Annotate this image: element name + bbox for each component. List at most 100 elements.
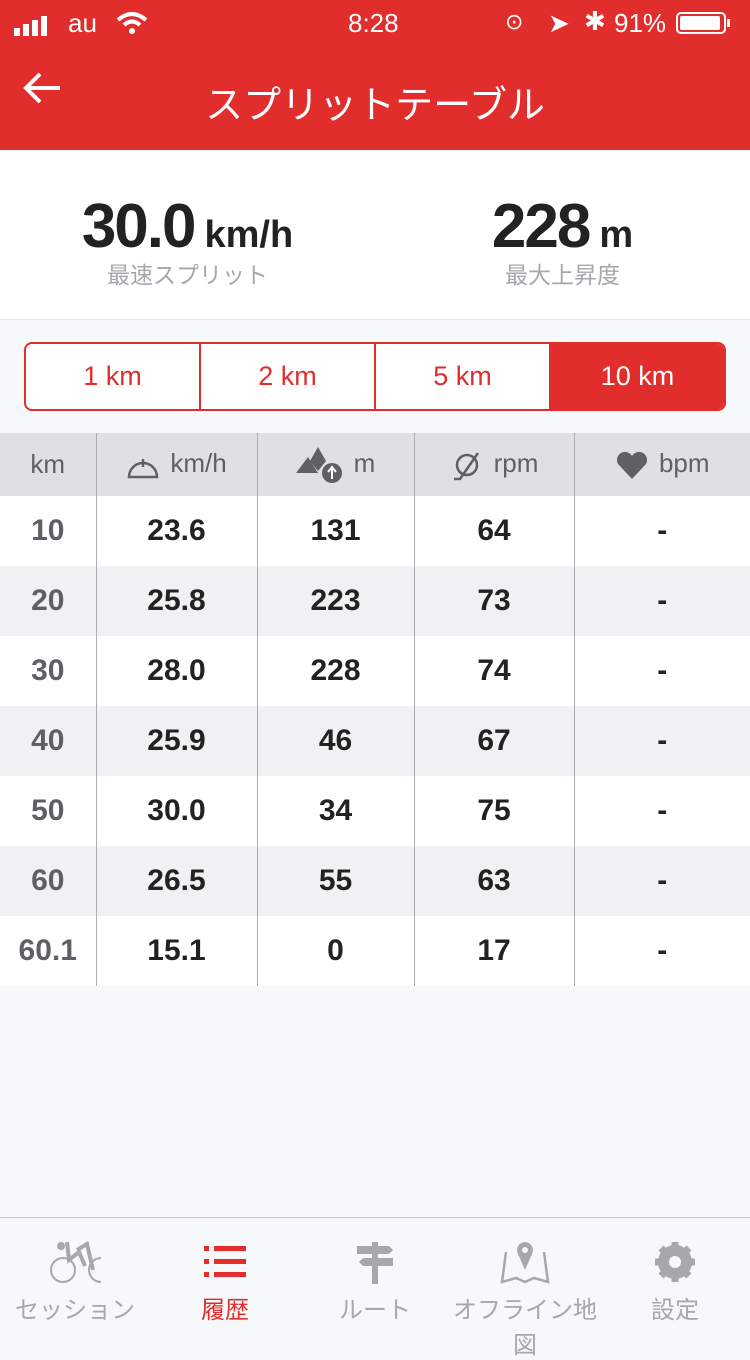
cadence-icon xyxy=(453,451,479,480)
cell-split-km: 20 xyxy=(0,566,96,636)
max-climb-stat: 228 m 最大上昇度 xyxy=(375,192,750,290)
segment-2km[interactable]: 2 km xyxy=(201,344,376,409)
cell-avg-speed: 30.0 xyxy=(95,776,257,846)
header-label: rpm xyxy=(493,448,539,479)
table-row: 60 26.5 55 63- xyxy=(0,846,750,916)
stat-label: 最速スプリット xyxy=(107,263,268,289)
cell-split-km: 40 xyxy=(0,706,96,776)
cell-cadence: 67 xyxy=(413,706,574,776)
cell-elevation: 46 xyxy=(256,706,414,776)
tab-label: ルート xyxy=(339,1296,411,1324)
clock: 8:28 xyxy=(348,8,399,38)
table-row: 30 28.0 228 74- xyxy=(0,636,750,706)
cell-cadence: 74 xyxy=(413,636,574,706)
segment-5km[interactable]: 5 km xyxy=(376,344,551,409)
cell-elevation: 223 xyxy=(256,566,414,636)
cell-avg-speed: 25.9 xyxy=(95,706,257,776)
cell-elevation: 131 xyxy=(256,496,414,566)
header-cadence: rpm xyxy=(413,433,574,496)
heart-icon xyxy=(616,451,648,479)
signpost-icon xyxy=(357,1242,393,1284)
cell-cadence: 17 xyxy=(413,916,574,986)
tab-bar: セッション 履歴 ルート オフライン地図 設定 xyxy=(0,1217,750,1359)
segment-1km[interactable]: 1 km xyxy=(26,344,201,409)
nav-bar: スプリットテーブル xyxy=(0,40,750,150)
tab-label: セッション xyxy=(15,1296,135,1324)
stat-unit: m xyxy=(599,214,634,256)
table-row: 60.1 15.1 0 17- xyxy=(0,916,750,986)
header-label: km/h xyxy=(170,448,227,479)
list-icon xyxy=(204,1246,246,1277)
cell-avg-speed: 15.1 xyxy=(95,916,257,986)
table-row: 40 25.9 46 67- xyxy=(0,706,750,776)
cell-heart-rate: - xyxy=(573,566,750,636)
stat-value: 228 xyxy=(491,192,591,261)
cell-split-km: 60 xyxy=(0,846,96,916)
cell-cadence: 63 xyxy=(413,846,574,916)
cell-heart-rate: - xyxy=(573,636,750,706)
elevation-gain-icon xyxy=(295,446,342,483)
tab-offline-map[interactable]: オフライン地図 xyxy=(450,1218,600,1359)
header-label: m xyxy=(353,447,376,478)
tab-session[interactable]: セッション xyxy=(0,1218,150,1334)
cell-split-km: 60.1 xyxy=(0,916,96,986)
battery-percent: 91% xyxy=(614,8,667,38)
cell-heart-rate: - xyxy=(573,496,750,566)
stat-label: 最大上昇度 xyxy=(505,263,620,289)
cell-heart-rate: - xyxy=(573,916,750,986)
header-heart-rate: bpm xyxy=(573,433,750,496)
cell-cadence: 73 xyxy=(413,566,574,636)
carrier: au xyxy=(68,8,97,38)
cell-avg-speed: 23.6 xyxy=(95,496,257,566)
gear-icon xyxy=(655,1242,695,1282)
cell-heart-rate: - xyxy=(573,846,750,916)
cell-avg-speed: 26.5 xyxy=(95,846,257,916)
cell-avg-speed: 25.8 xyxy=(95,566,257,636)
cell-elevation: 55 xyxy=(256,846,414,916)
cell-heart-rate: - xyxy=(573,776,750,846)
page-title: スプリットテーブル xyxy=(205,83,545,127)
wifi-icon xyxy=(116,10,148,41)
table-row: 50 30.0 34 75- xyxy=(0,776,750,846)
battery-icon xyxy=(676,10,732,41)
header-km: km xyxy=(0,433,96,496)
bluetooth-icon: ✱ xyxy=(584,6,606,36)
cell-split-km: 10 xyxy=(0,496,96,566)
back-button[interactable] xyxy=(22,68,62,119)
cell-heart-rate: - xyxy=(573,706,750,776)
tab-label: 履歴 xyxy=(201,1296,249,1324)
stat-value: 30.0 xyxy=(81,192,197,261)
cell-avg-speed: 28.0 xyxy=(95,636,257,706)
cyclist-icon xyxy=(50,1240,102,1283)
speedometer-icon xyxy=(128,458,159,478)
status-bar: au 8:28 ⊙ ➤ ✱ 91% xyxy=(0,0,750,40)
cell-cadence: 75 xyxy=(413,776,574,846)
summary-panel: 30.0 km/h 最速スプリット 228 m 最大上昇度 xyxy=(0,150,750,320)
table-row: 10 23.6 131 64- xyxy=(0,496,750,566)
cell-elevation: 228 xyxy=(256,636,414,706)
header-speed: km/h xyxy=(95,433,257,496)
cell-cadence: 64 xyxy=(413,496,574,566)
tab-label: 設定 xyxy=(651,1296,699,1324)
table-header: km km/h m rpm bpm xyxy=(0,433,750,496)
segment-10km[interactable]: 10 km xyxy=(551,344,724,409)
table-row: 20 25.8 223 73- xyxy=(0,566,750,636)
location-icon: ➤ xyxy=(548,8,570,38)
header-label: bpm xyxy=(658,448,710,479)
header-elevation: m xyxy=(256,433,414,496)
tab-label: オフライン地図 xyxy=(453,1296,597,1359)
cell-split-km: 30 xyxy=(0,636,96,706)
signal-icon xyxy=(14,12,54,43)
tab-settings[interactable]: 設定 xyxy=(600,1218,750,1334)
stat-unit: km/h xyxy=(204,214,294,256)
tab-history[interactable]: 履歴 xyxy=(150,1218,300,1334)
split-distance-control: 1 km 2 km 5 km 10 km xyxy=(24,342,726,411)
arrow-left-icon xyxy=(23,72,60,104)
cell-elevation: 34 xyxy=(256,776,414,846)
split-table: km km/h m rpm bpm 10 23.6 131 64-20 25.8 223 7… xyxy=(0,433,750,986)
map-pin-icon xyxy=(500,1242,550,1284)
tab-route[interactable]: ルート xyxy=(300,1218,450,1334)
header-label: km xyxy=(30,449,66,479)
rotation-lock-icon: ⊙ xyxy=(505,9,524,34)
fastest-split-stat: 30.0 km/h 最速スプリット xyxy=(0,192,375,290)
